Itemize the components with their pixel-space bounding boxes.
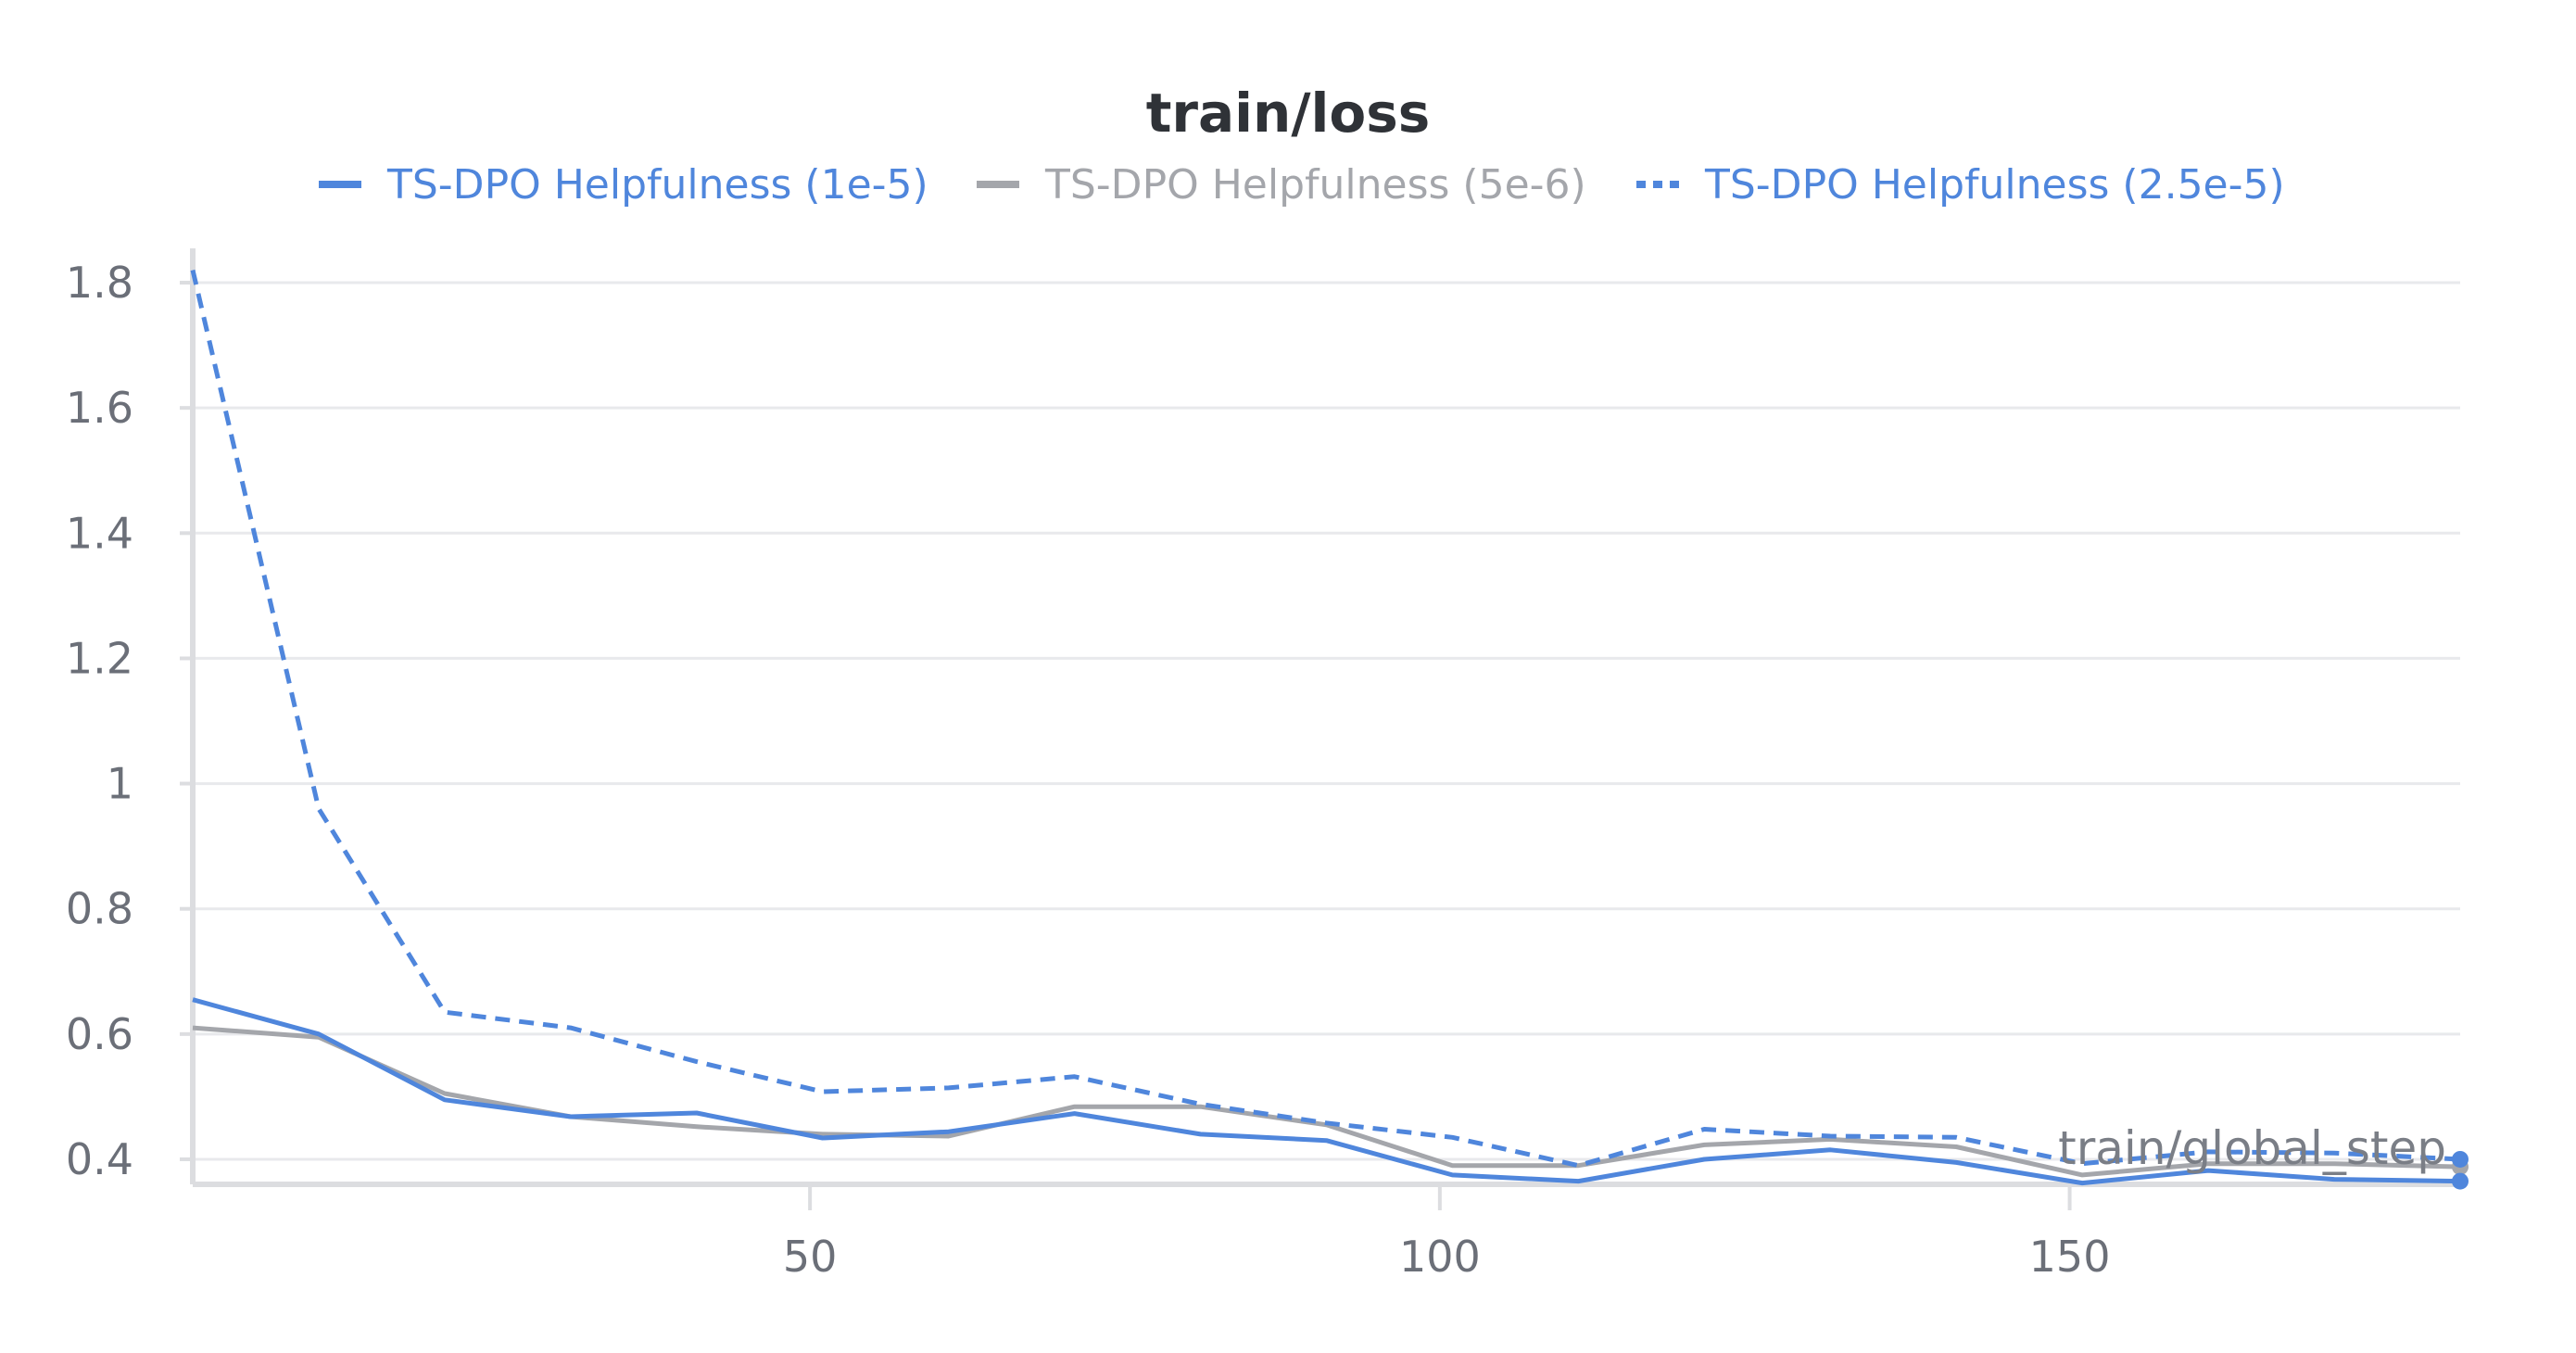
legend[interactable]: TS-DPO Helpfulness (1e-5) TS-DPO Helpfuln… — [319, 161, 2285, 209]
x-tick-label: 100 — [1399, 1232, 1481, 1282]
y-tick-label: 1.8 — [66, 258, 133, 308]
chart-title: train/loss — [1146, 82, 1431, 145]
series-line — [190, 269, 2461, 1169]
y-tick-label: 0.4 — [66, 1134, 133, 1184]
series-lines — [190, 269, 2469, 1190]
legend-item[interactable]: TS-DPO Helpfulness (5e-6) — [977, 161, 1586, 209]
x-tick-label: 150 — [2029, 1232, 2111, 1282]
y-tick-label: 1.2 — [66, 633, 133, 683]
legend-label: TS-DPO Helpfulness (2.5e-5) — [1704, 161, 2285, 209]
y-tick-label: 1.4 — [66, 508, 133, 558]
y-tick-label: 0.8 — [66, 884, 133, 934]
y-tick-label: 1 — [107, 759, 133, 809]
x-tick-label: 50 — [783, 1232, 838, 1282]
legend-item[interactable]: TS-DPO Helpfulness (2.5e-5) — [1636, 161, 2285, 209]
gridlines — [193, 281, 2460, 1161]
series-line — [192, 997, 2461, 1186]
series-endpoint — [2452, 1150, 2469, 1168]
legend-label: TS-DPO Helpfulness (5e-6) — [1044, 161, 1586, 209]
series-endpoint — [2452, 1172, 2469, 1190]
legend-item[interactable]: TS-DPO Helpfulness (1e-5) — [319, 161, 928, 209]
x-axis-title: train/global_step — [2058, 1121, 2446, 1175]
y-tick-label: 0.6 — [66, 1009, 133, 1059]
y-tick-label: 1.6 — [66, 383, 133, 433]
legend-label: TS-DPO Helpfulness (1e-5) — [386, 161, 928, 209]
